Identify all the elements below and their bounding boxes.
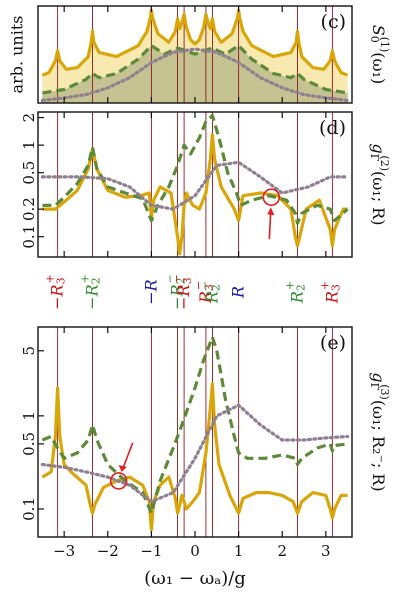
panel-d: 0.1 0.2 0.5 1 2 (d) gΓ(2)(ω₁; R) [20, 111, 391, 258]
resonance-label: −R2+ [79, 274, 103, 310]
resonance-label: −R3− [170, 274, 194, 310]
y-tick-label: 0.1 [20, 225, 38, 249]
series-dotted-line [40, 160, 350, 211]
side-label-main: S [370, 25, 389, 36]
panel-frame [37, 111, 353, 258]
side-label-main: g [370, 372, 389, 382]
x-tick-label: 3 [321, 542, 331, 560]
x-tick-label: 1 [234, 542, 244, 560]
resonance-label: R3+ [318, 281, 342, 304]
resonance-label: R2− [198, 281, 222, 304]
y-tick-label: 0.2 [20, 197, 38, 221]
series-solid-line [42, 133, 348, 256]
side-label-sup: (2) [378, 155, 391, 171]
y-tick-label: 0.5 [20, 432, 38, 456]
panel-e: 0.1 0.5 1 5 (e) gΓ(3)(ω₁; R₂⁻; R) [20, 326, 391, 538]
marker-arrowhead [267, 207, 275, 216]
side-label-sup: (1) [378, 37, 391, 53]
side-axis-label: gΓ(2)(ω₁; R) [368, 144, 391, 226]
side-label-sub: Γ [368, 154, 381, 162]
marker-circle [109, 472, 128, 490]
resonance-label: R2+ [283, 281, 307, 304]
y-tick-label: 1 [20, 411, 38, 421]
y-tick-label: 0.5 [20, 161, 38, 185]
panel-frame [37, 326, 353, 538]
side-axis-label: gΓ(3)(ω₁; R₂⁻; R) [368, 372, 391, 491]
y-tick-label: 2 [20, 113, 38, 123]
y-tick-label: 0.1 [20, 497, 38, 521]
side-label-sub: 0 [368, 36, 381, 43]
series-dashed-line [42, 44, 348, 95]
side-label-arg: (ω₁) [370, 52, 389, 84]
series-dashed-line [41, 335, 348, 515]
side-label-arg: (ω₁; R) [370, 171, 389, 225]
marker-circle [262, 188, 281, 206]
x-axis-label: (ω₁ − ωₐ)/g [144, 568, 246, 589]
resonance-label: R [228, 286, 247, 299]
series-dotted-line [40, 403, 350, 504]
area-fill-dashed [42, 45, 348, 103]
y-tick-label: 5 [20, 346, 38, 356]
panel-c: (c) S0(1)(ω₁) [37, 5, 391, 104]
x-tick-label: 2 [277, 542, 287, 560]
marker-arrow [121, 442, 134, 470]
side-label-sup: (3) [378, 384, 391, 400]
series-solid-line [41, 382, 348, 532]
marker-arrowhead [118, 464, 127, 472]
x-tick-label: −3 [53, 542, 75, 560]
x-tick-label: −1 [140, 542, 162, 560]
panel-label: (c) [321, 11, 346, 33]
panel-c-ylabel: arb. units [8, 16, 27, 94]
panel-label: (d) [319, 117, 346, 139]
side-label-arg: (ω₁; R₂⁻; R) [370, 400, 389, 492]
side-axis-label: S0(1)(ω₁) [368, 25, 391, 85]
side-label-sub: Γ [368, 383, 381, 391]
x-tick-label: 0 [190, 542, 200, 560]
resonance-label: R3− [192, 281, 216, 304]
resonance-label: −R2− [164, 274, 188, 310]
series-dashed-line [42, 114, 349, 225]
y-tick-label: 1 [20, 140, 38, 150]
series-dotted-line [40, 47, 350, 103]
x-tick-label: −2 [97, 542, 119, 560]
series-solid-line [41, 8, 349, 77]
side-label-main: g [370, 144, 389, 154]
resonance-label: −R3+ [44, 274, 68, 310]
resonance-label: −R [141, 279, 160, 304]
panel-label: (e) [320, 332, 346, 354]
